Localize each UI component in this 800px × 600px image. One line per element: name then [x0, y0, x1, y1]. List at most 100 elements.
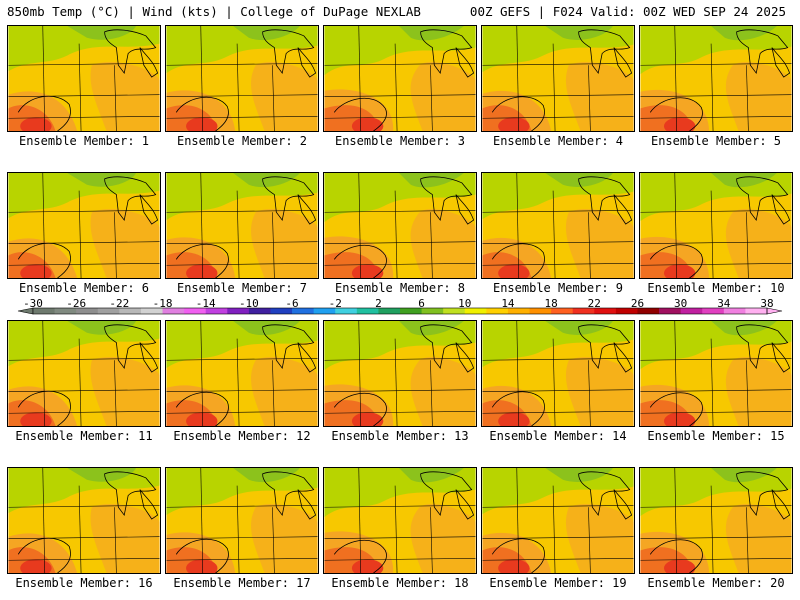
colorbar-swatch [33, 308, 55, 314]
colorbar-tick-label: 18 [544, 297, 558, 310]
member-label: Ensemble Member: 2 [176, 134, 308, 148]
colorbar-tick-label: 30 [674, 297, 688, 310]
member-panel [165, 25, 319, 132]
colorbar-tick-label: -6 [285, 297, 299, 310]
colorbar-swatch [162, 308, 185, 314]
member-panel [481, 172, 635, 279]
member-label: Ensemble Member: 11 [15, 429, 153, 443]
colorbar-swatch [205, 308, 228, 314]
colorbar-swatch [140, 308, 163, 314]
colorbar-swatch [507, 308, 530, 314]
member-map [481, 320, 635, 427]
member-map [639, 172, 793, 279]
colorbar-swatch [464, 308, 487, 314]
colorbar-tick-label: -2 [328, 297, 342, 310]
colorbar-swatch [702, 308, 725, 314]
colorbar-swatch [400, 308, 422, 314]
member-map [7, 172, 161, 279]
colorbar-swatch [119, 308, 142, 314]
member-map [7, 467, 161, 574]
member-label: Ensemble Member: 8 [334, 281, 466, 295]
member-panel [639, 25, 793, 132]
colorbar-swatch [680, 308, 703, 314]
member-map [165, 25, 319, 132]
colorbar-tick-label: 22 [587, 297, 601, 310]
member-panel [7, 25, 161, 132]
colorbar-tick-label: 38 [760, 297, 774, 310]
colorbar-tick-label: -10 [238, 297, 259, 310]
member-map [481, 467, 635, 574]
member-map [165, 172, 319, 279]
colorbar-swatch [97, 308, 120, 314]
member-label: Ensemble Member: 4 [492, 134, 624, 148]
member-label: Ensemble Member: 7 [176, 281, 308, 295]
member-label: Ensemble Member: 5 [650, 134, 782, 148]
colorbar-tick-label: -14 [195, 297, 216, 310]
member-label: Ensemble Member: 17 [173, 576, 311, 590]
member-label: Ensemble Member: 19 [489, 576, 627, 590]
run-valid-time: 00Z GEFS | F024 Valid: 00Z WED SEP 24 20… [469, 4, 786, 19]
colorbar-swatch [270, 308, 293, 314]
colorbar-swatch [723, 308, 746, 314]
colorbar-swatch [378, 308, 401, 314]
member-panel [639, 467, 793, 574]
colorbar-swatch [313, 308, 336, 314]
member-label: Ensemble Member: 16 [15, 576, 153, 590]
colorbar-swatch [421, 308, 444, 314]
member-panel [165, 172, 319, 279]
member-label: Ensemble Member: 18 [331, 576, 469, 590]
member-map [323, 320, 477, 427]
member-panel [165, 320, 319, 427]
colorbar-tick-label: 10 [458, 297, 472, 310]
colorbar-swatch [745, 308, 768, 314]
colorbar-swatch [292, 308, 315, 314]
member-map [481, 172, 635, 279]
member-panel [7, 320, 161, 427]
colorbar-tick-label: -26 [66, 297, 87, 310]
member-map [323, 25, 477, 132]
chart-title: 850mb Temp (°C) | Wind (kts) | College o… [7, 4, 421, 19]
member-map [323, 467, 477, 574]
member-map [639, 25, 793, 132]
member-panel [323, 467, 477, 574]
member-panel [481, 467, 635, 574]
member-panel [323, 320, 477, 427]
colorbar-tick-label: 14 [501, 297, 515, 310]
colorbar-swatch [659, 308, 682, 314]
member-label: Ensemble Member: 12 [173, 429, 311, 443]
member-label: Ensemble Member: 9 [492, 281, 624, 295]
colorbar-swatch [443, 308, 466, 314]
colorbar [17, 307, 783, 315]
colorbar-swatch [184, 308, 207, 314]
member-panel [481, 25, 635, 132]
colorbar-tick-label: -22 [109, 297, 130, 310]
member-label: Ensemble Member: 15 [647, 429, 785, 443]
member-panel [7, 172, 161, 279]
member-panel [639, 172, 793, 279]
member-map [165, 467, 319, 574]
colorbar-swatch [637, 308, 660, 314]
colorbar-tick-label: -18 [152, 297, 173, 310]
member-map [323, 172, 477, 279]
colorbar-tick-label: 6 [418, 297, 425, 310]
colorbar-swatch [54, 308, 77, 314]
member-panel [323, 25, 477, 132]
colorbar-tick-label: 2 [375, 297, 382, 310]
colorbar-swatch [335, 308, 358, 314]
member-label: Ensemble Member: 6 [18, 281, 150, 295]
colorbar-swatch [227, 308, 250, 314]
member-label: Ensemble Member: 3 [334, 134, 466, 148]
colorbar-tick-label: -30 [23, 297, 43, 310]
colorbar-swatch [529, 308, 552, 314]
member-label: Ensemble Member: 14 [489, 429, 627, 443]
member-map [639, 320, 793, 427]
member-label: Ensemble Member: 20 [647, 576, 785, 590]
member-label: Ensemble Member: 1 [18, 134, 150, 148]
colorbar-swatch [572, 308, 595, 314]
colorbar-swatch [594, 308, 617, 314]
member-panel [165, 467, 319, 574]
colorbar-swatch [356, 308, 379, 314]
member-map [7, 320, 161, 427]
colorbar-swatch [248, 308, 271, 314]
member-map [481, 25, 635, 132]
